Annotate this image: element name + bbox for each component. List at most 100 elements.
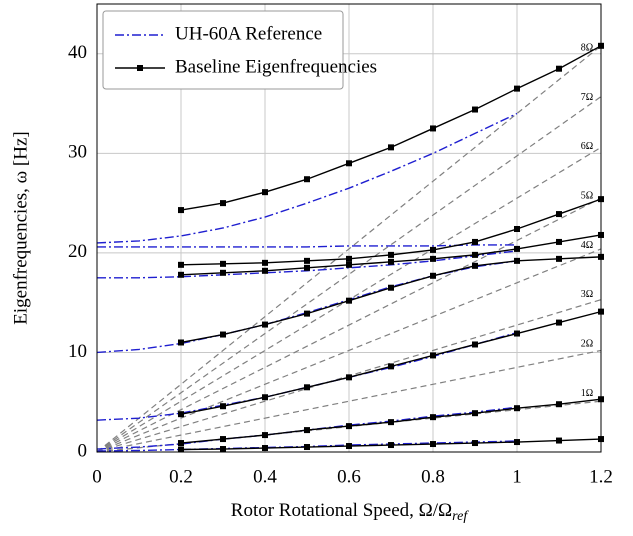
y-tick-label: 30 (68, 142, 87, 163)
marker (304, 384, 310, 391)
marker (472, 410, 478, 417)
y-tick-label: 20 (68, 241, 87, 262)
marker (262, 394, 268, 401)
marker (262, 189, 268, 196)
marker (346, 297, 352, 304)
y-tick-label: 40 (68, 42, 87, 63)
series-line (180, 256, 602, 344)
per-rev-label: 5Ω (581, 190, 593, 201)
per-rev-label: 7Ω (581, 92, 593, 103)
x-tick-label: 0 (92, 466, 102, 487)
per-rev-label: 6Ω (581, 141, 593, 152)
marker (472, 106, 478, 113)
plot-frame (96, 3, 602, 453)
marker (472, 440, 478, 447)
marker (556, 255, 562, 262)
x-tick-label: 0.6 (337, 466, 361, 487)
marker (220, 403, 226, 410)
per-rev-line (96, 45, 602, 453)
marker (178, 271, 184, 278)
per-rev-label: 4Ω (581, 240, 593, 251)
x-tick-label: 1.2 (589, 466, 613, 487)
x-tick-label: 0.4 (253, 466, 277, 487)
marker (388, 284, 394, 291)
marker (388, 419, 394, 426)
marker (388, 442, 394, 449)
legend-marker (137, 65, 143, 71)
marker (220, 260, 226, 267)
marker (220, 446, 226, 453)
series-line (96, 260, 518, 354)
marker (304, 257, 310, 264)
marker (178, 446, 184, 453)
legend-label: UH-60A Reference (175, 23, 322, 44)
marker (346, 261, 352, 268)
marker (178, 440, 184, 447)
legend-label: Baseline Eigenfrequencies (175, 56, 377, 77)
marker (346, 255, 352, 262)
marker (304, 176, 310, 183)
per-rev-label: 1Ω (581, 388, 593, 399)
series-line (97, 244, 517, 248)
marker (472, 251, 478, 258)
y-tick-label: 0 (78, 440, 88, 461)
marker (262, 321, 268, 328)
series-line (97, 250, 518, 279)
marker (430, 414, 436, 421)
x-tick-label: 1 (512, 466, 522, 487)
x-axis-label-sub: ref (452, 509, 469, 524)
marker (556, 65, 562, 72)
per-rev-label: 2Ω (581, 339, 593, 350)
marker (514, 439, 520, 446)
series-line (96, 112, 518, 244)
marker (304, 264, 310, 271)
marker (388, 258, 394, 265)
marker (346, 423, 352, 430)
marker (430, 125, 436, 132)
marker (304, 427, 310, 434)
marker (514, 85, 520, 92)
per-rev-line (96, 248, 602, 453)
marker (388, 251, 394, 258)
marker (556, 401, 562, 408)
marker (262, 445, 268, 452)
marker (430, 272, 436, 279)
marker (556, 211, 562, 218)
legend-box (102, 10, 344, 90)
x-axis-label-main: Rotor Rotational Speed, Ω/Ω (231, 500, 452, 521)
marker (304, 444, 310, 451)
per-rev-line (96, 349, 602, 453)
x-tick-label: 0.2 (169, 466, 193, 487)
marker (220, 331, 226, 338)
marker (220, 436, 226, 443)
per-rev-label: 8Ω (581, 42, 593, 53)
marker (430, 352, 436, 359)
marker (220, 200, 226, 207)
y-axis-label: Eigenfrequencies, ω [Hz] (10, 131, 31, 324)
marker (514, 245, 520, 252)
marker (262, 267, 268, 274)
marker (514, 405, 520, 412)
x-tick-label: 0.8 (421, 466, 445, 487)
marker (262, 259, 268, 266)
marker (430, 441, 436, 448)
marker (556, 319, 562, 326)
marker (220, 269, 226, 276)
marker (472, 262, 478, 269)
per-rev-line (96, 197, 602, 453)
marker (430, 246, 436, 253)
marker (178, 261, 184, 268)
marker (472, 238, 478, 245)
marker (514, 225, 520, 232)
marker (514, 330, 520, 337)
marker (388, 363, 394, 370)
marker (178, 339, 184, 346)
marker (556, 238, 562, 245)
marker (556, 437, 562, 444)
marker (178, 207, 184, 214)
y-tick-label: 10 (68, 341, 87, 362)
marker (346, 374, 352, 381)
x-axis-label: Rotor Rotational Speed, Ω/Ωref (231, 500, 470, 524)
marker (472, 341, 478, 348)
